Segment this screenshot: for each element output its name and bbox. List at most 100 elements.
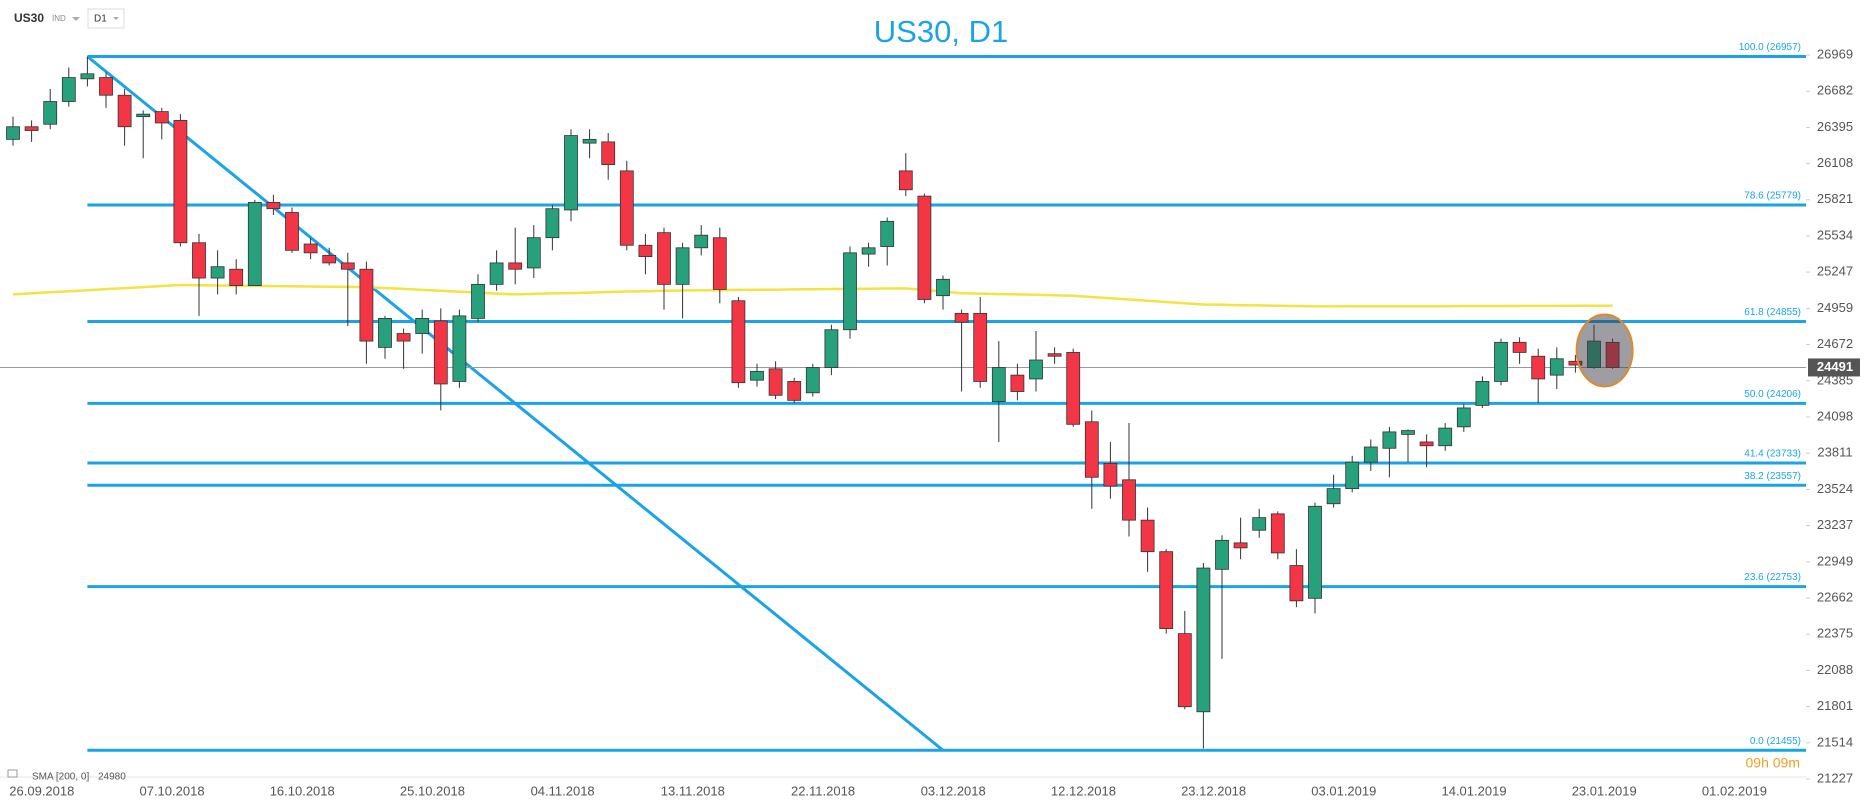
- candle-body: [731, 300, 746, 384]
- candle-body: [1196, 567, 1211, 713]
- fib-label: 38.2 (23557): [1744, 471, 1801, 482]
- candle-body: [24, 126, 39, 131]
- sma-value: 24980: [98, 772, 126, 783]
- candle-body: [787, 381, 802, 401]
- candle-body: [154, 111, 169, 124]
- candle-body: [192, 242, 206, 279]
- candle-body: [1177, 633, 1192, 708]
- candle-body: [489, 262, 504, 285]
- candle-body: [973, 312, 988, 382]
- candle-body: [415, 317, 430, 334]
- candle-body: [322, 254, 337, 264]
- fib-label: 61.8 (24855): [1744, 307, 1801, 318]
- y-tick-label: 22088: [1817, 662, 1853, 677]
- y-tick-label: 22375: [1817, 626, 1853, 641]
- timeframe: D1: [94, 14, 107, 25]
- candle-body: [657, 232, 671, 285]
- chart-title: US30, D1: [874, 14, 1008, 49]
- candle-body: [80, 73, 95, 80]
- candle-body: [1326, 488, 1341, 505]
- y-tick-label: 26108: [1817, 155, 1853, 170]
- candle-body: [1140, 519, 1155, 553]
- candle-body: [1029, 359, 1043, 380]
- candle-body: [229, 268, 244, 287]
- candle-body: [824, 329, 839, 368]
- candle-body: [1512, 341, 1527, 353]
- y-tick-label: 26395: [1817, 119, 1853, 134]
- candle-body: [564, 135, 578, 211]
- y-tick-label: 23811: [1817, 445, 1852, 460]
- fib-label: 23.6 (22753): [1744, 572, 1801, 583]
- y-tick-label: 21514: [1817, 734, 1853, 749]
- last-price-label: 24491: [1817, 359, 1853, 374]
- x-tick-label: 13.11.2018: [661, 783, 725, 798]
- candle-body: [675, 247, 690, 285]
- candle-body: [843, 252, 857, 331]
- candle-body: [768, 368, 783, 396]
- candle-body: [936, 278, 950, 297]
- candle-body: [471, 283, 485, 319]
- dropdown-arrow[interactable]: [72, 17, 80, 21]
- candle-body: [917, 195, 932, 300]
- y-tick-label: 23237: [1817, 517, 1853, 532]
- x-tick-label: 03.01.2019: [1311, 783, 1376, 798]
- dropdown-arrow: [113, 17, 119, 20]
- candle-body: [1066, 352, 1081, 425]
- x-tick-label: 23.12.2018: [1181, 783, 1246, 798]
- candle-body: [173, 120, 188, 244]
- candle-body: [136, 113, 151, 118]
- candle-body: [210, 266, 225, 279]
- fib-label: 41.4 (23733): [1744, 449, 1801, 460]
- candle-body: [991, 367, 1006, 403]
- x-tick-label: 07.10.2018: [139, 783, 204, 798]
- fib-label: 50.0 (24206): [1744, 389, 1801, 400]
- x-tick-label: 12.12.2018: [1051, 783, 1116, 798]
- candle-body: [1382, 431, 1397, 449]
- y-tick-label: 22949: [1817, 553, 1853, 568]
- candle-body: [1531, 355, 1546, 380]
- fib-label: 0.0 (21455): [1750, 736, 1801, 747]
- candle-body: [880, 220, 895, 247]
- candle-body: [898, 170, 913, 191]
- candle-body: [247, 201, 262, 287]
- x-tick-label: 23.01.2019: [1572, 783, 1637, 798]
- candle-body: [396, 333, 411, 342]
- y-tick-label: 26969: [1817, 46, 1853, 61]
- x-tick-label: 04.11.2018: [531, 783, 595, 798]
- candle-body: [582, 138, 597, 144]
- candle-body: [750, 370, 764, 381]
- candle-body: [340, 262, 355, 270]
- candle-body: [526, 237, 541, 269]
- y-tick-label: 25821: [1817, 191, 1853, 206]
- candle-body: [1363, 446, 1378, 463]
- sma-name: SMA [200, 0]: [32, 772, 89, 783]
- candle-body: [805, 367, 820, 394]
- candle-body: [1438, 427, 1453, 447]
- fib-label: 78.6 (25779): [1744, 191, 1801, 202]
- candle-body: [266, 201, 281, 210]
- indicator-icon: [7, 769, 18, 778]
- candle-body: [359, 268, 374, 342]
- fib-label: 100.0 (26957): [1739, 42, 1801, 53]
- highlight: [1575, 313, 1634, 388]
- x-tick-label: 26.09.2018: [9, 783, 74, 798]
- candle-body: [99, 77, 113, 96]
- candle-body: [1010, 374, 1025, 392]
- y-tick-label: 25534: [1817, 227, 1853, 242]
- candle-body: [861, 247, 876, 255]
- countdown: 09h 09m: [1746, 755, 1800, 771]
- candle-body: [1401, 430, 1415, 435]
- candle-body: [285, 212, 299, 251]
- candle-body: [452, 315, 467, 382]
- candle-body: [601, 141, 616, 165]
- candle-body: [1308, 505, 1322, 599]
- candle-body: [545, 208, 560, 239]
- candle-body: [619, 170, 634, 246]
- y-tick-label: 23524: [1817, 481, 1853, 496]
- timeframe-box[interactable]: [87, 8, 125, 29]
- y-tick-label: 24959: [1817, 300, 1853, 315]
- x-tick-label: 03.12.2018: [921, 783, 986, 798]
- symbol: US30: [14, 11, 44, 25]
